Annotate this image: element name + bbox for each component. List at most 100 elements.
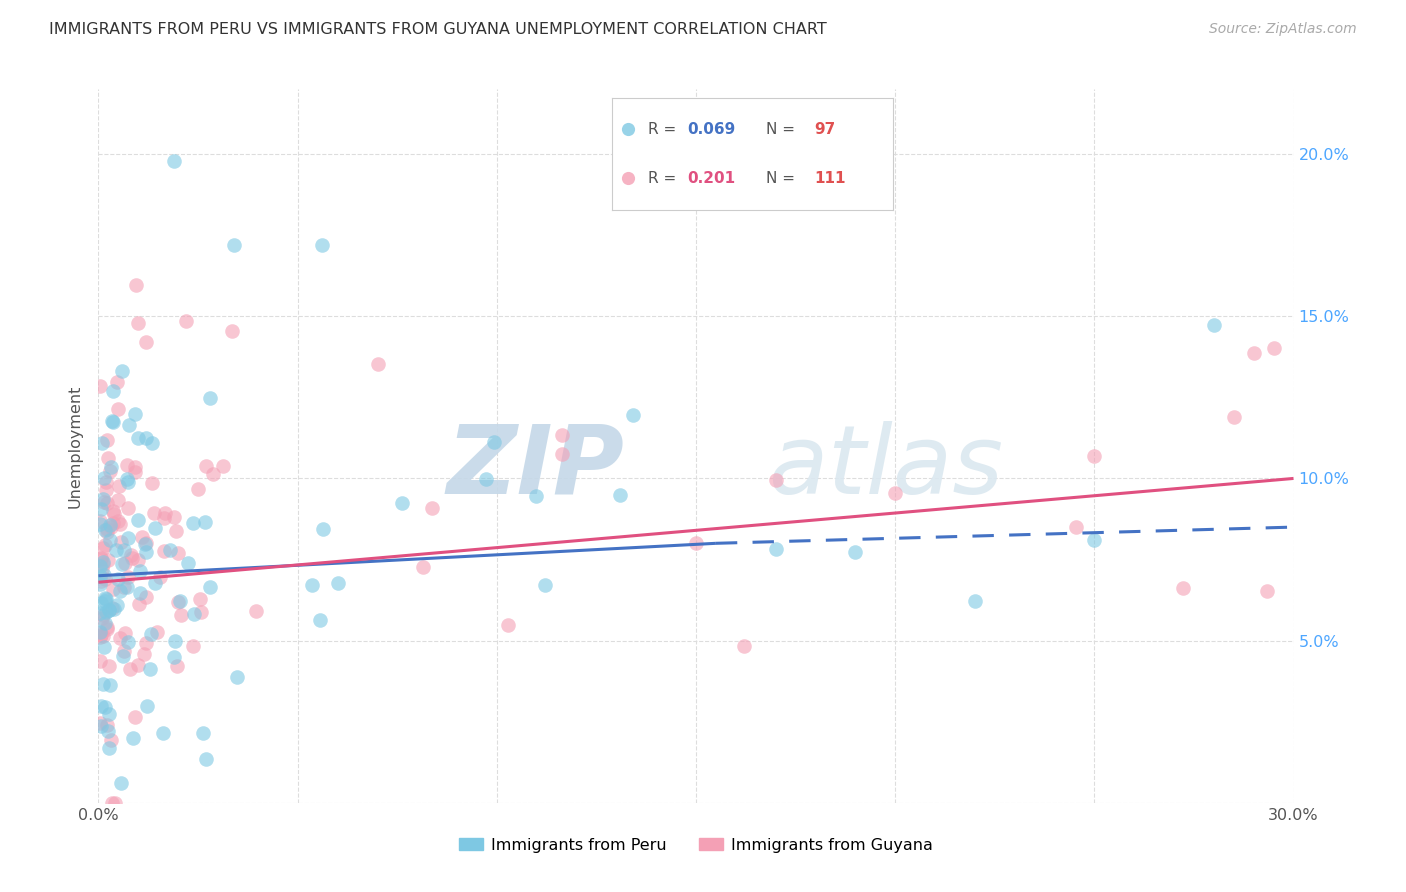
Point [112,580,135,594]
Point [97,450,120,465]
Point [117,635,139,649]
Point [94,483,117,497]
Point [127,552,149,566]
Point [90,552,112,566]
Point [108,584,131,599]
Point [98,464,121,478]
Point [482,434,505,449]
Point [101,384,124,398]
Point [617,122,640,136]
Text: N =: N = [766,171,800,186]
Text: R =: R = [648,171,682,186]
Point [301,578,323,592]
Point [143,520,166,534]
Point [328,576,350,591]
Point [1202,318,1225,332]
Text: IMMIGRANTS FROM PERU VS IMMIGRANTS FROM GUYANA UNEMPLOYMENT CORRELATION CHART: IMMIGRANTS FROM PERU VS IMMIGRANTS FROM … [49,22,827,37]
Point [94,592,117,607]
Point [94,523,117,537]
Point [93,629,115,643]
Point [103,508,125,522]
Point [107,572,129,586]
Point [198,391,221,405]
Point [367,357,389,371]
Point [127,657,149,672]
Point [152,725,174,739]
Point [551,447,574,461]
Point [90,596,112,610]
Point [89,625,111,640]
Text: N =: N = [766,122,800,136]
Point [1223,409,1246,424]
Point [89,517,111,532]
Point [108,516,131,531]
Point [163,153,186,168]
Point [141,436,163,450]
Point [844,545,866,559]
Point [89,514,111,528]
Point [114,626,136,640]
Text: R =: R = [648,122,682,136]
Point [153,511,176,525]
Point [91,541,114,556]
Point [202,467,225,482]
Point [125,277,148,292]
Point [194,515,217,529]
Point [97,553,120,567]
Point [115,472,138,486]
Point [131,530,153,544]
Point [108,479,131,493]
Point [127,316,149,330]
Point [1256,584,1278,599]
Point [1171,581,1194,595]
Point [91,492,114,507]
Point [159,542,181,557]
Point [117,475,139,490]
Point [91,555,114,569]
Point [89,715,111,730]
Point [117,417,139,432]
Point [110,775,132,789]
Point [120,663,142,677]
Point [165,524,187,538]
Point [524,490,547,504]
Point [194,752,217,766]
Point [183,607,205,622]
Point [135,431,157,445]
Point [97,603,120,617]
Point [124,466,146,480]
Point [311,238,333,252]
Point [117,580,139,594]
Point [124,459,146,474]
Point [90,551,112,566]
Point [100,520,122,534]
Text: 0.201: 0.201 [688,171,735,186]
Point [96,475,118,489]
Point [89,607,111,621]
Point [107,514,129,528]
Point [89,630,111,644]
Point [1083,533,1105,548]
Point [221,324,243,338]
Point [91,562,114,576]
Point [169,593,191,607]
Point [191,726,214,740]
Point [551,428,574,442]
Point [163,510,186,524]
Point [122,731,145,745]
Point [98,533,121,548]
Point [142,506,165,520]
Point [105,375,128,389]
Y-axis label: Unemployment: Unemployment [67,384,83,508]
Point [91,557,114,571]
Point [163,649,186,664]
Point [93,568,115,582]
Point [104,796,127,810]
Text: 0.069: 0.069 [688,122,735,136]
Text: ZIP: ZIP [446,421,624,514]
Point [177,556,200,570]
Point [101,503,124,517]
Point [110,535,132,549]
Point [117,570,139,584]
Point [117,501,139,516]
